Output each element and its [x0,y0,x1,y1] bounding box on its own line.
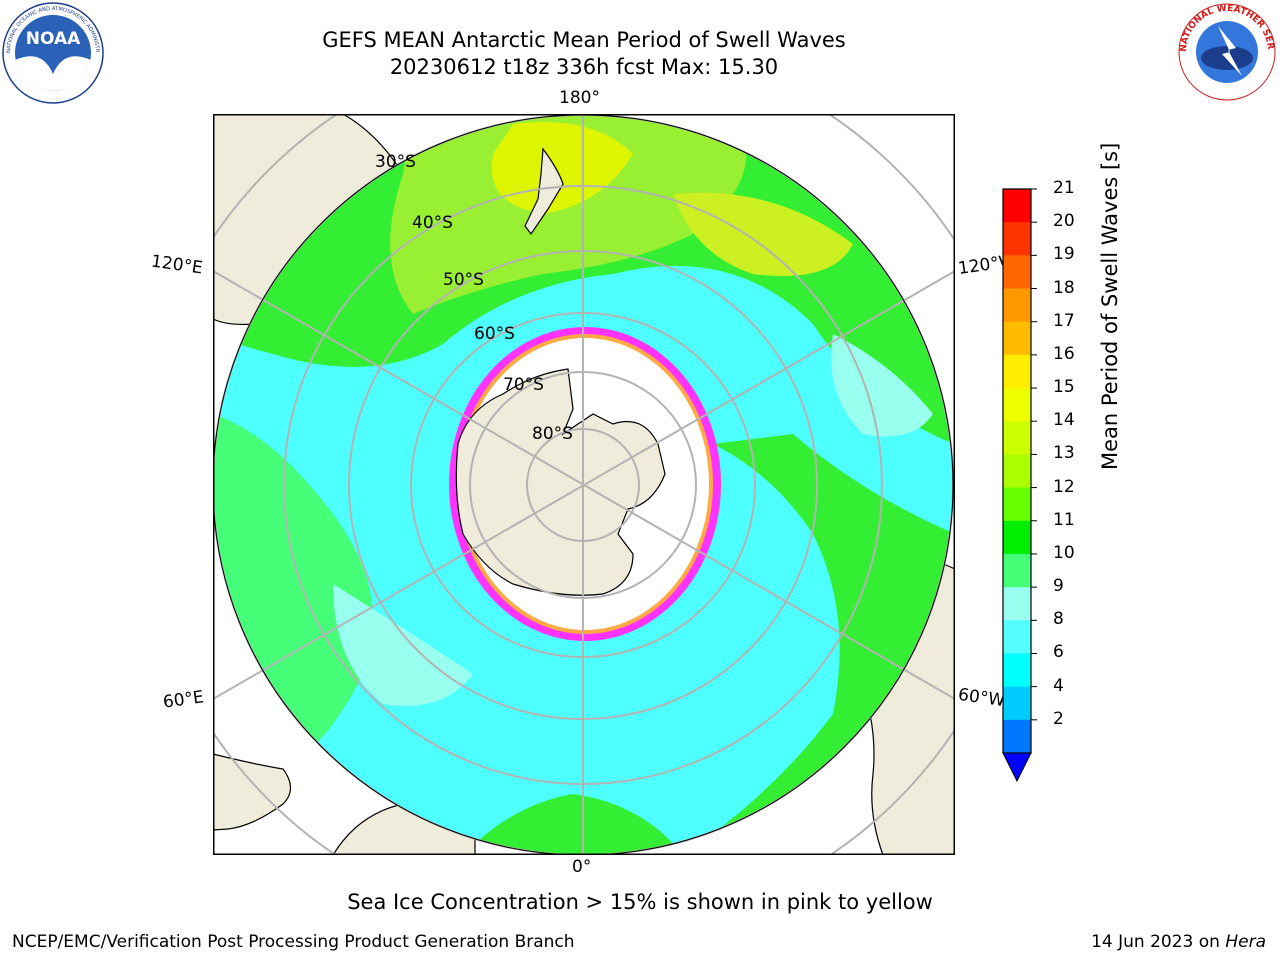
lon-label-0: 0° [572,857,592,877]
footer-host: Hera [1225,932,1266,952]
lat-label-70s: 70°S [503,375,544,395]
polar-map [213,114,955,855]
lon-label-120e: 120°E [149,251,204,279]
lon-label-180: 180° [559,88,600,108]
colorbar-label: Mean Period of Swell Waves [s] [1098,142,1122,470]
colorbar-tick-label: 16 [1053,343,1075,364]
colorbar-tick-label: 9 [1053,576,1064,597]
colorbar-box [1003,255,1031,290]
colorbar-box [1003,520,1031,555]
colorbar-box [1003,686,1031,721]
antarctica-land [455,368,666,596]
colorbar-box [1003,587,1031,621]
lat-label-80s: 80°S [532,424,573,444]
lon-label-60w: 60°W [956,684,1007,712]
chart-title: GEFS MEAN Antarctic Mean Period of Swell… [322,28,846,52]
nws-logo: NATIONAL WEATHER SERVICE [1176,2,1276,101]
lat-label-50s: 50°S [443,270,484,290]
colorbar-box [1003,553,1031,588]
colorbar-tick-label: 12 [1053,476,1075,497]
new-zealand-land [524,147,564,236]
colorbar-box [1003,421,1031,455]
lat-label-60s: 60°S [474,324,515,344]
colorbar-box [1003,487,1031,522]
colorbar-tick-label: 4 [1053,675,1064,696]
colorbar-under-arrow [1002,752,1032,783]
footer-date: 14 Jun 2023 on Hera [1091,932,1266,952]
colorbar-tick-label: 6 [1053,642,1064,663]
colorbar-box [1003,454,1031,489]
colorbar-tick-label: 13 [1053,443,1075,464]
colorbar-tick-label: 2 [1053,708,1064,729]
colorbar-tick-label: 11 [1053,509,1075,530]
chart-subtitle: 20230612 t18z 336h fcst Max: 15.30 [389,55,779,79]
colorbar-tick-label: 8 [1053,609,1064,630]
footer-credit: NCEP/EMC/Verification Post Processing Pr… [12,932,575,952]
colorbar-box [1003,620,1031,654]
lon-label-60e: 60°E [161,687,206,713]
noaa-logo-text: NOAA [26,29,81,49]
colorbar-tick-label: 18 [1053,277,1075,298]
colorbar-box [1003,288,1031,323]
colorbar-tick-label: 19 [1053,244,1075,265]
colorbar-box [1003,189,1031,223]
colorbar-box [1003,719,1031,754]
africa-land [213,753,292,831]
colorbar-tick-label: 20 [1053,211,1075,232]
colorbar [1002,188,1037,783]
colorbar-box [1003,653,1031,688]
colorbar-box [1003,388,1031,422]
map-canvas [213,114,955,855]
colorbar-box [1003,321,1031,356]
colorbar-box [1003,222,1031,256]
noaa-logo: NOAA NATIONAL OCEANIC AND ATMOSPHERIC AD… [2,2,104,104]
sea-ice-note: Sea Ice Concentration > 15% is shown in … [347,890,933,914]
lat-label-30s: 30°S [375,152,416,172]
lat-label-40s: 40°S [412,213,453,233]
colorbar-tick-label: 15 [1053,377,1075,398]
colorbar-tick-label: 17 [1053,310,1075,331]
colorbar-tick-label: 21 [1053,178,1075,198]
colorbar-tick-label: 10 [1053,542,1075,563]
colorbar-tick-label: 14 [1053,410,1075,431]
colorbar-frame [1002,188,1032,754]
colorbar-box [1003,354,1031,389]
